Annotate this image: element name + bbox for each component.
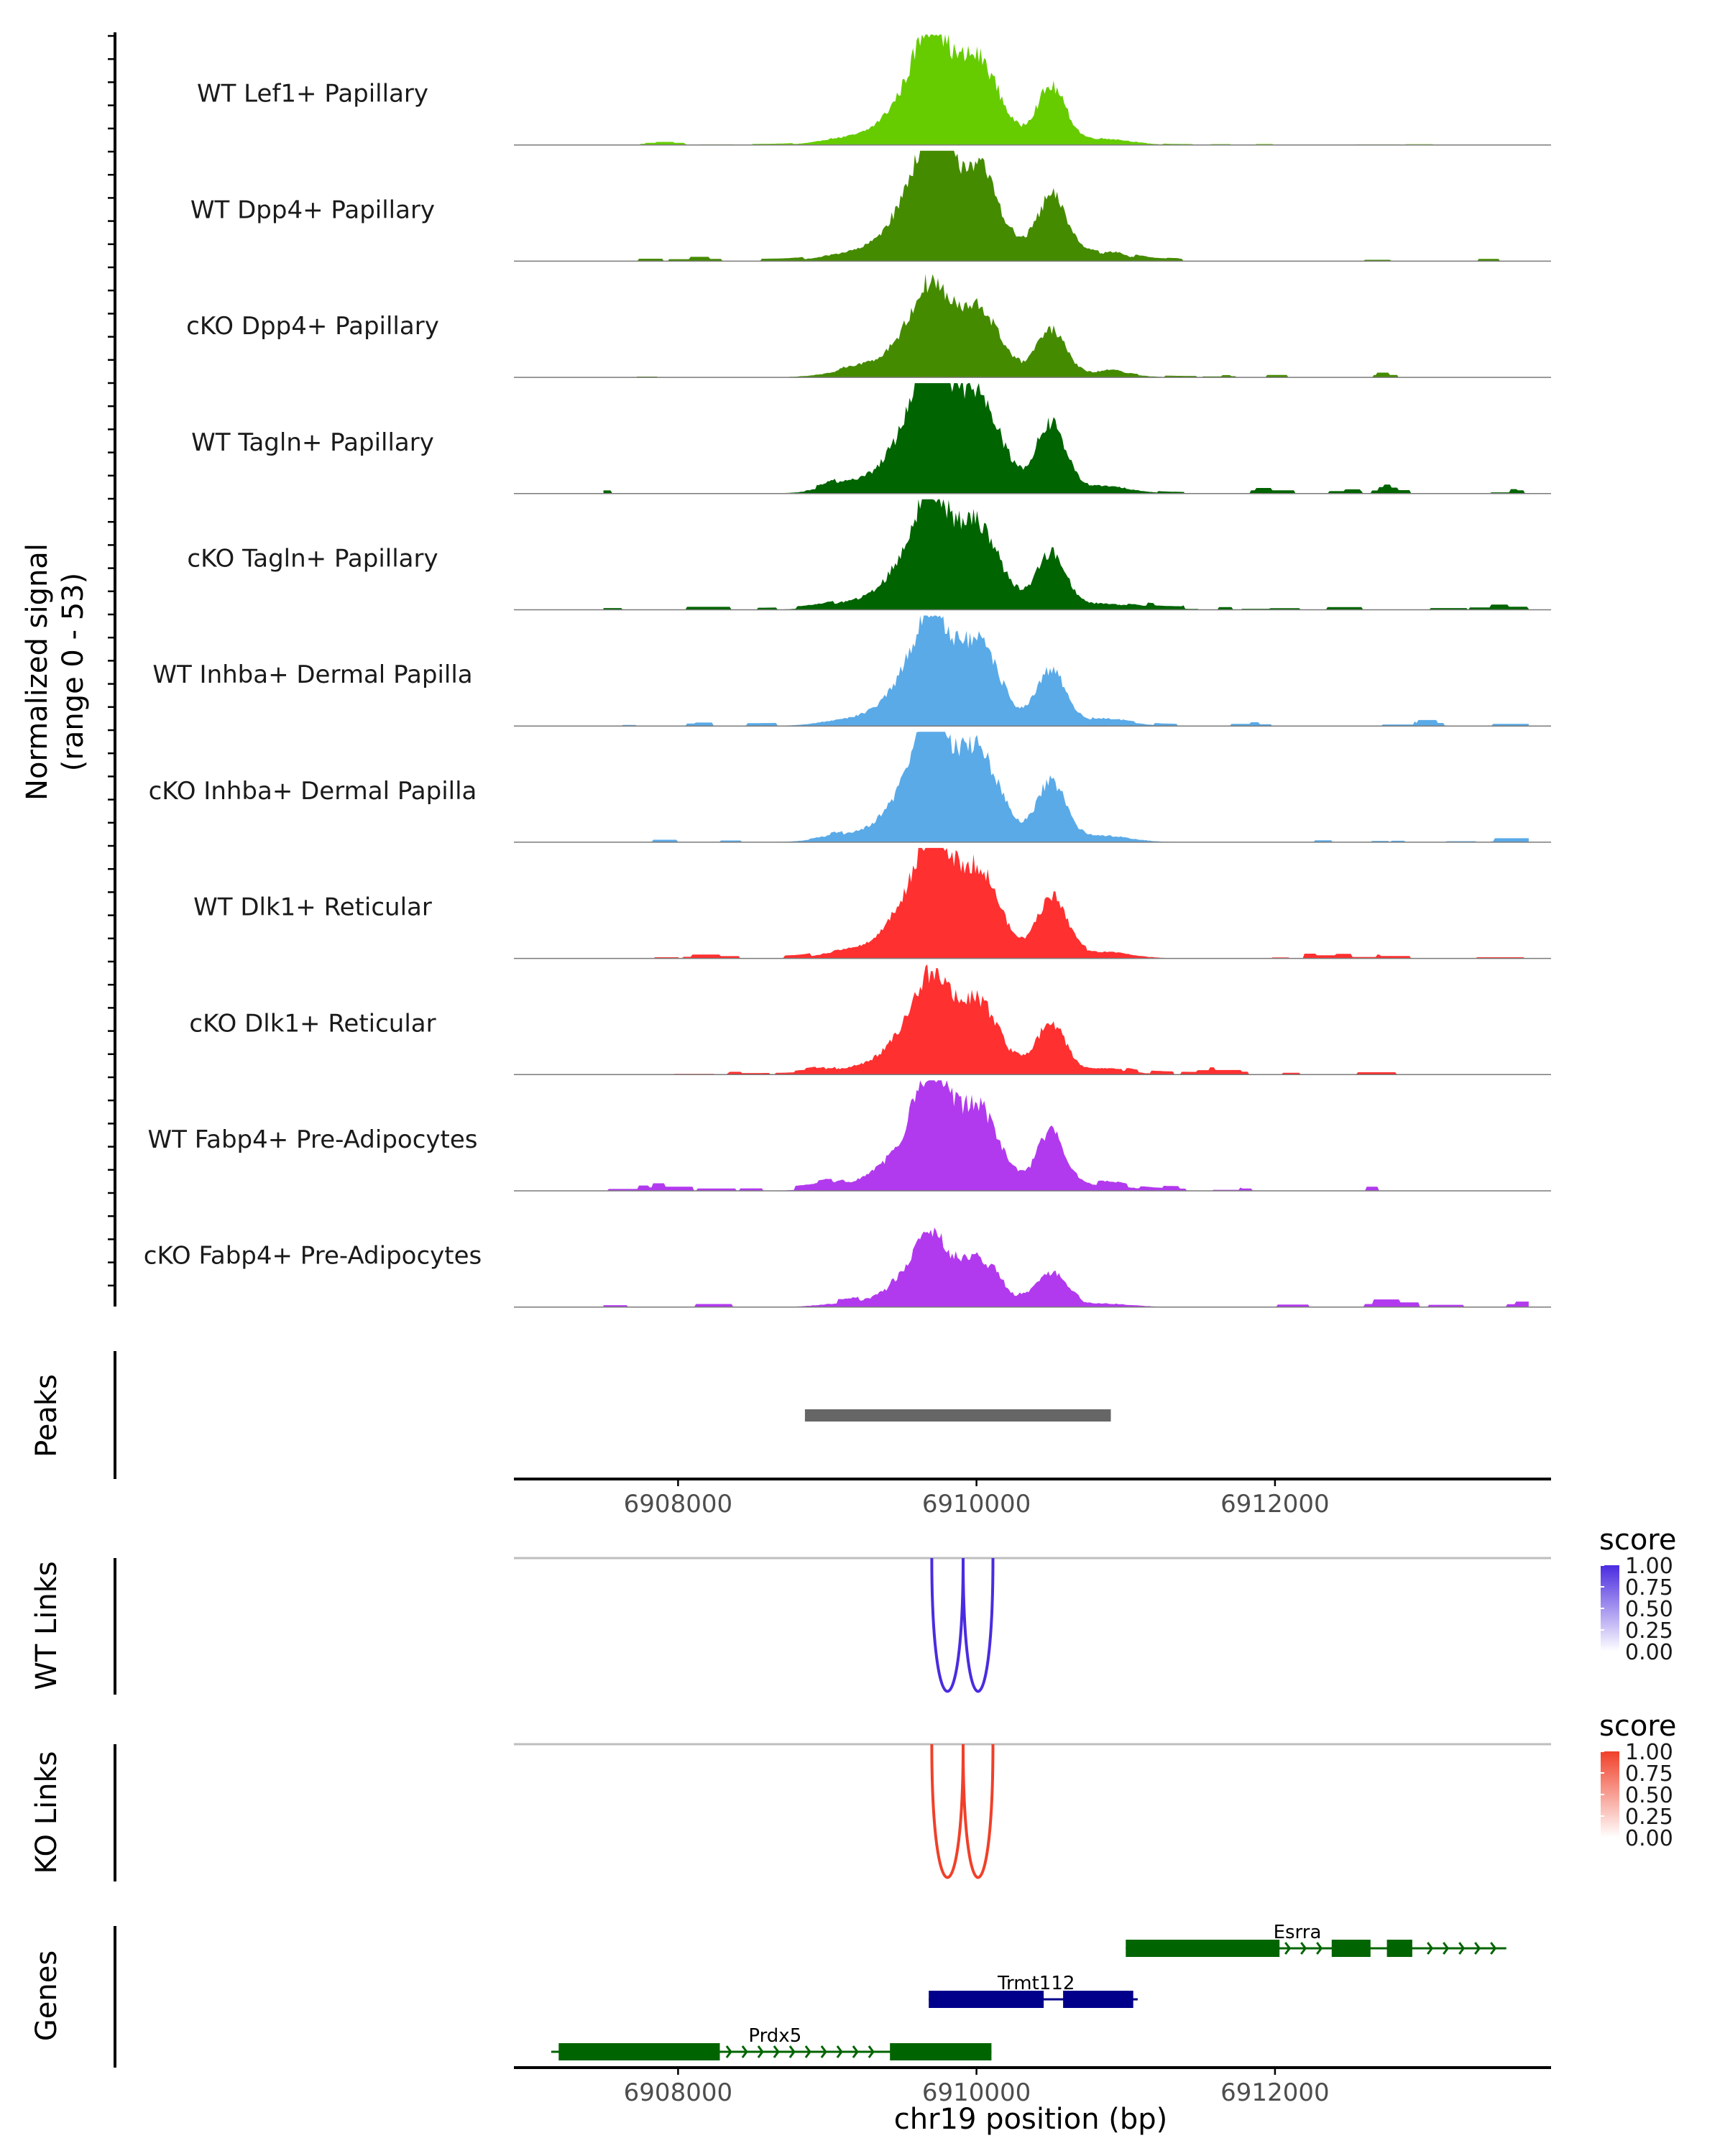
x-axis-tick-label: 6910000 (922, 2078, 1031, 2107)
track-label: cKO Inhba+ Dermal Papilla (149, 777, 477, 806)
x-axis-label: chr19 position (bp) (894, 2103, 1168, 2136)
gene-exon (890, 2043, 992, 2060)
coverage-area (603, 847, 1529, 959)
links-track-label: KO Links (30, 1751, 63, 1874)
gene-exon (1386, 1940, 1412, 1957)
gene-exon (1331, 1940, 1371, 1957)
coverage-area (603, 150, 1529, 262)
gene-name-label: Esrra (1274, 1922, 1322, 1943)
track-label: cKO Dpp4+ Papillary (186, 312, 439, 341)
peaks-track: Peaks (30, 1351, 1111, 1479)
gene-strand-chevron (788, 2045, 796, 2058)
track-label: cKO Tagln+ Papillary (187, 545, 438, 573)
x-axes: chr19 position (bp) 6908000 6910000 691200… (514, 1478, 1551, 2136)
links-track-label: WT Links (30, 1561, 63, 1690)
gene-strand-chevron (804, 2045, 811, 2058)
coverage-area (603, 274, 1529, 378)
x-axis-tick-label: 6912000 (1220, 1490, 1329, 1519)
x-axis-tick-label: 6908000 (624, 2078, 732, 2107)
gene-exon (1126, 1940, 1280, 1957)
genes-track-label: Genes (30, 1950, 63, 2041)
link-arc (930, 1557, 965, 1693)
peak-bar (804, 1409, 1111, 1422)
links-legend-tick-label: 0.00 (1625, 1826, 1673, 1851)
coverage-area (603, 615, 1529, 727)
links-legend-tick-label: 0.25 (1625, 1618, 1673, 1644)
gene-strand-chevron (1316, 1942, 1323, 1955)
gene-strand-chevron (1443, 1942, 1450, 1955)
track-label: cKO Dlk1+ Reticular (189, 1009, 436, 1038)
coverage-area (603, 732, 1529, 842)
track-label: WT Dpp4+ Papillary (190, 195, 435, 224)
gene-exon (558, 2043, 720, 2060)
gene-strand-chevron (868, 2045, 875, 2058)
links-legend-tick-label: 1.00 (1625, 1740, 1673, 1765)
gene-strand-chevron (1284, 1942, 1292, 1955)
peaks-track-label: Peaks (30, 1374, 63, 1457)
links-legend-title: score (1599, 1524, 1676, 1557)
gene-strand-chevron (1300, 1942, 1307, 1955)
link-arc (930, 1743, 965, 1879)
track-label: cKO Fabp4+ Pre-Adipocytes (144, 1242, 482, 1271)
gene-name-label: Trmt112 (997, 1973, 1075, 1994)
links-legend-tick-label: 0.25 (1625, 1805, 1673, 1830)
gene-strand-chevron (725, 2045, 732, 2058)
link-arc (962, 1557, 995, 1693)
coverage-area (603, 964, 1529, 1075)
track-label: WT Lef1+ Papillary (197, 80, 428, 109)
coverage-y-axis-label: Normalized signal (range 0 - 53) (21, 543, 90, 801)
y-axis-label-line1: Normalized signal (21, 543, 54, 801)
links-legend-tick-label: 1.00 (1625, 1554, 1673, 1579)
track-label: WT Fabp4+ Pre-Adipocytes (148, 1125, 478, 1154)
track-label: WT Tagln+ Papillary (191, 428, 434, 457)
gene-strand-chevron (741, 2045, 748, 2058)
coverage-tracks: WT Lef1+ Papillary WT Dpp4+ Papillary cKO … (108, 32, 1551, 1308)
link-arc (962, 1743, 995, 1879)
gene-strand-chevron (852, 2045, 859, 2058)
coverage-area (603, 499, 1529, 610)
gene-strand-chevron (1458, 1942, 1466, 1955)
gene-strand-chevron (773, 2045, 780, 2058)
y-axis-label-line2: (range 0 - 53) (57, 573, 90, 771)
coverage-area (603, 1080, 1529, 1191)
links-legend-title: score (1599, 1710, 1676, 1743)
track-label: WT Dlk1+ Reticular (193, 893, 432, 922)
gene-strand-chevron (820, 2045, 827, 2058)
gene-strand-chevron (1474, 1942, 1481, 1955)
gene-strand-chevron (1490, 1942, 1497, 1955)
gene-exon (1063, 1991, 1133, 2008)
track-label: WT Inhba+ Dermal Papilla (152, 660, 472, 689)
links-legend-tick-label: 0.75 (1625, 1761, 1673, 1787)
gene-strand-chevron (1427, 1942, 1434, 1955)
gene-strand-chevron (757, 2045, 764, 2058)
gene-exon (929, 1991, 1044, 2008)
links-legend-tick-label: 0.50 (1625, 1783, 1673, 1808)
links-legend-tick-label: 0.50 (1625, 1597, 1673, 1622)
x-axis-tick-label: 6908000 (624, 1490, 732, 1519)
links-legend-tick-label: 0.75 (1625, 1575, 1673, 1600)
coverage-area (603, 1227, 1529, 1307)
gene-strand-chevron (836, 2045, 843, 2058)
links-legend-tick-label: 0.00 (1625, 1640, 1673, 1665)
coverage-area (603, 383, 1529, 494)
x-axis-tick-label: 6912000 (1220, 2078, 1329, 2107)
gene-name-label: Prdx5 (748, 2025, 801, 2047)
genes-track: Genes Esrra Trmt112 Prdx5 (30, 1922, 1506, 2068)
x-axis-tick-label: 6910000 (922, 1490, 1031, 1519)
coverage-area (603, 34, 1529, 145)
